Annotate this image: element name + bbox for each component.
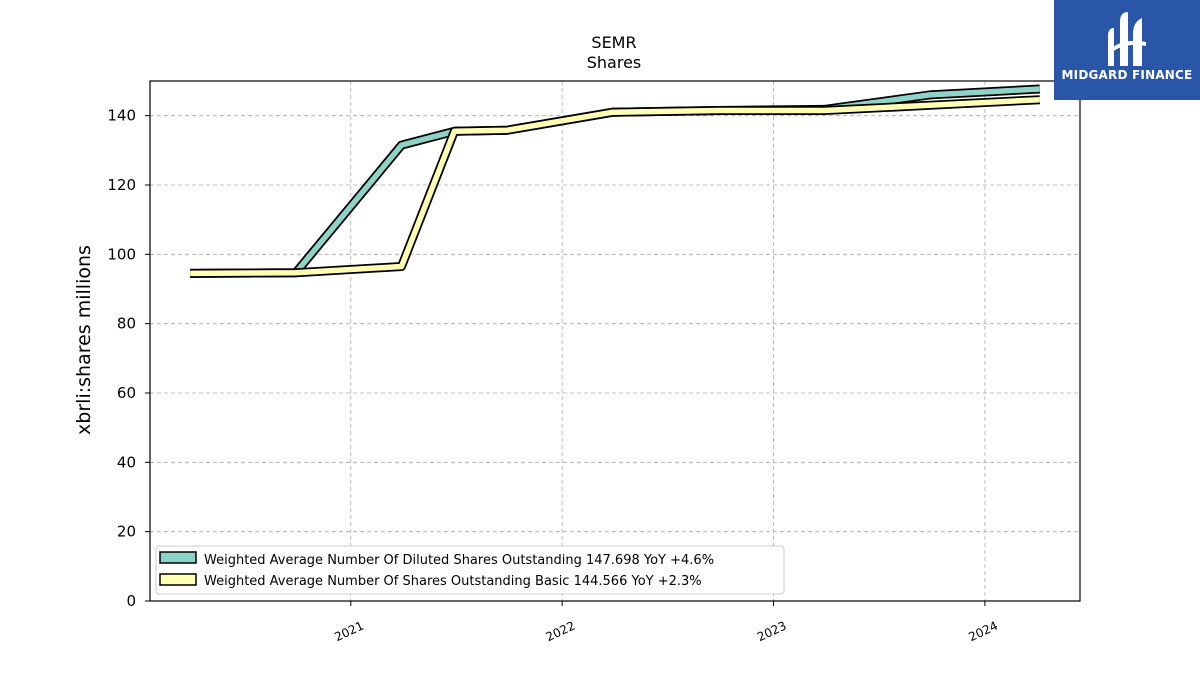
legend-swatch-diluted xyxy=(159,551,197,564)
logo-text: MIDGARD FINANCE xyxy=(1061,68,1193,82)
series-line-1 xyxy=(190,96,1040,277)
chart-title: SEMR xyxy=(591,33,636,52)
y-tick-label: 140 xyxy=(107,107,136,125)
y-tick-label: 80 xyxy=(117,315,136,333)
x-tick-label: 2022 xyxy=(544,619,578,645)
y-tick-label: 0 xyxy=(126,592,136,610)
legend-frame xyxy=(155,545,785,595)
y-axis-label: xbrli:shares millions xyxy=(73,245,95,435)
y-tick-label: 60 xyxy=(117,384,136,402)
chart-subtitle: Shares xyxy=(587,53,642,72)
logo-mark-icon xyxy=(1108,12,1146,66)
x-tick-label: 2024 xyxy=(966,619,1000,645)
legend-swatch-basic xyxy=(159,573,197,586)
grid xyxy=(150,81,1080,601)
y-tick-label: 40 xyxy=(117,453,136,471)
legend-label-diluted: Weighted Average Number Of Diluted Share… xyxy=(204,553,714,568)
x-tick-label: 2023 xyxy=(755,619,789,645)
x-tick-label: 2021 xyxy=(332,619,366,645)
legend-label-basic: Weighted Average Number Of Shares Outsta… xyxy=(204,574,702,589)
series-lines xyxy=(190,84,1041,278)
legend: Weighted Average Number Of Diluted Share… xyxy=(155,545,785,595)
y-tick-label: 100 xyxy=(107,245,136,263)
midgard-finance-logo: MIDGARD FINANCE xyxy=(1054,0,1200,100)
y-tick-label: 20 xyxy=(117,523,136,541)
y-tick-label: 120 xyxy=(107,176,136,194)
plot-frame xyxy=(149,80,1081,602)
